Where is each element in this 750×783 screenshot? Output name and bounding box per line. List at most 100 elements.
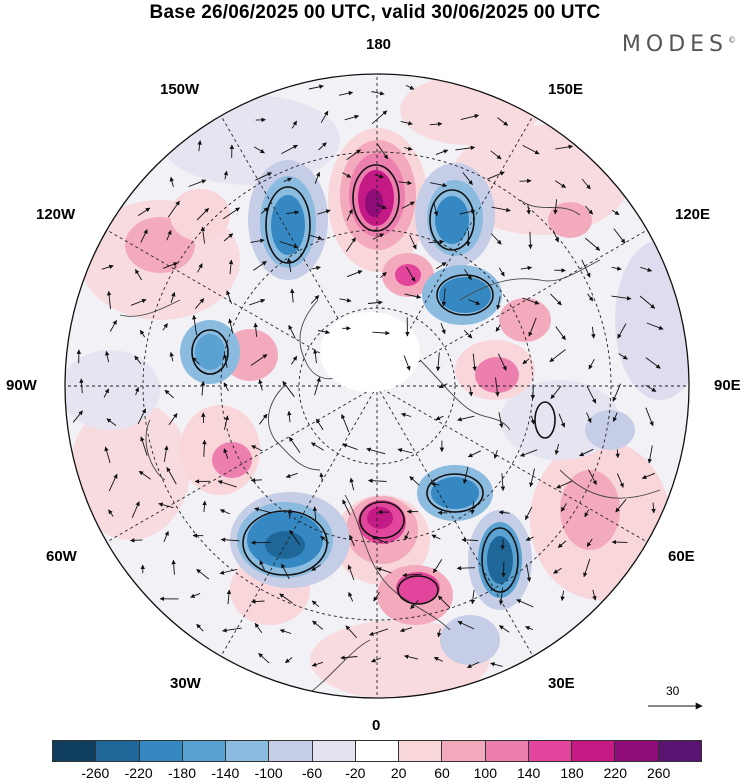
wind-vector	[522, 358, 530, 365]
colorbar-cell	[571, 741, 615, 761]
wind-vector	[106, 290, 112, 310]
wind-vector	[460, 113, 480, 121]
wind-vector	[519, 178, 532, 184]
wind-vector	[581, 178, 591, 190]
wind-vector	[200, 226, 206, 244]
wind-vector	[586, 538, 593, 547]
wind-vector	[340, 655, 358, 660]
wind-vector	[197, 140, 202, 152]
wind-vector	[106, 418, 117, 426]
wind-vector	[317, 209, 331, 215]
wind-vector	[196, 207, 209, 221]
wind-vector	[466, 661, 480, 669]
wind-vector	[617, 323, 627, 339]
wind-vector	[320, 110, 329, 123]
wind-vector	[498, 412, 504, 428]
wind-vector	[612, 383, 622, 402]
wind-vector	[310, 295, 320, 304]
wind-vector	[249, 298, 266, 306]
wind-vector	[109, 319, 117, 332]
wind-vector	[455, 145, 476, 151]
wind-vector	[616, 473, 624, 488]
colorbar-tick-label: -100	[254, 765, 283, 781]
wind-vector	[490, 662, 503, 667]
polar-cap	[320, 312, 420, 392]
colorbar-ticks: -260 -220 -180 -140 -100 -60 -20 20 60 100 140 180 2…	[0, 765, 750, 781]
wind-vector	[500, 473, 506, 492]
wind-vector	[403, 355, 411, 371]
wind-vector	[311, 564, 321, 571]
wind-vector	[487, 171, 505, 180]
wind-vector	[435, 149, 449, 156]
wind-vector	[171, 559, 176, 575]
wind-vector	[646, 322, 664, 330]
colorbar-cell	[398, 741, 442, 761]
wind-vector	[498, 587, 504, 606]
colorbar-tick-label: -20	[345, 765, 366, 781]
wind-vector	[344, 114, 360, 121]
wind-vector	[348, 591, 354, 602]
wind-vector	[258, 652, 270, 664]
wind-vector	[138, 470, 151, 480]
wind-vector	[441, 288, 447, 307]
wind-vector	[290, 288, 295, 303]
wind-vector	[283, 177, 293, 183]
wind-vector	[591, 326, 596, 339]
wind-vector	[137, 207, 151, 216]
vector-scale-label: 30	[666, 684, 680, 698]
wind-vector	[169, 176, 175, 187]
wind-vector	[554, 443, 560, 455]
label-120w: 120W	[36, 206, 76, 223]
wind-vector	[530, 415, 535, 425]
wind-vector	[584, 509, 589, 518]
wind-vector	[457, 415, 475, 422]
wind-vector	[194, 298, 205, 309]
wind-vector	[556, 480, 573, 489]
colorbar-tick-label: -60	[301, 765, 323, 781]
wind-vector	[370, 657, 382, 663]
wind-vector	[250, 354, 268, 366]
wind-vector	[462, 172, 473, 186]
wind-vector	[373, 592, 380, 602]
wind-vector	[130, 298, 147, 306]
wind-vector	[524, 506, 533, 521]
wind-vector	[163, 262, 179, 269]
wind-vector	[287, 410, 292, 423]
wind-vector	[498, 267, 505, 277]
wind-vector	[202, 500, 207, 512]
wind-vector	[217, 480, 237, 488]
label-90w: 90W	[6, 377, 37, 394]
wind-vector	[255, 172, 273, 181]
wind-vector	[222, 207, 240, 220]
wind-vector	[613, 228, 626, 244]
wind-vector	[495, 377, 500, 397]
wind-vector	[279, 241, 299, 249]
wind-vector	[104, 350, 110, 363]
wind-vector	[588, 469, 597, 486]
wind-vector	[457, 621, 475, 630]
wind-vector	[498, 625, 510, 633]
wind-vector	[282, 380, 295, 398]
meridian-line	[106, 229, 378, 387]
wind-vector	[456, 565, 476, 571]
wind-vector	[254, 507, 272, 514]
wind-vector	[166, 467, 177, 485]
wind-vector	[315, 418, 324, 431]
colorbar-cell	[53, 741, 96, 761]
wind-vector	[463, 329, 473, 339]
wind-vector	[374, 174, 384, 179]
wind-vector	[312, 620, 323, 630]
wind-vector	[223, 448, 229, 459]
colorbar-cell	[95, 741, 139, 761]
wind-vector	[468, 386, 474, 397]
wind-vector	[281, 144, 298, 154]
wind-vector	[592, 589, 597, 601]
wind-vector	[553, 567, 562, 574]
wind-vector	[258, 413, 268, 425]
wind-vector	[433, 201, 439, 217]
wind-vector	[163, 445, 169, 462]
wind-vector	[435, 352, 441, 372]
label-150w: 150W	[160, 81, 200, 98]
meridian-line	[376, 115, 534, 387]
wind-vector	[380, 271, 387, 278]
